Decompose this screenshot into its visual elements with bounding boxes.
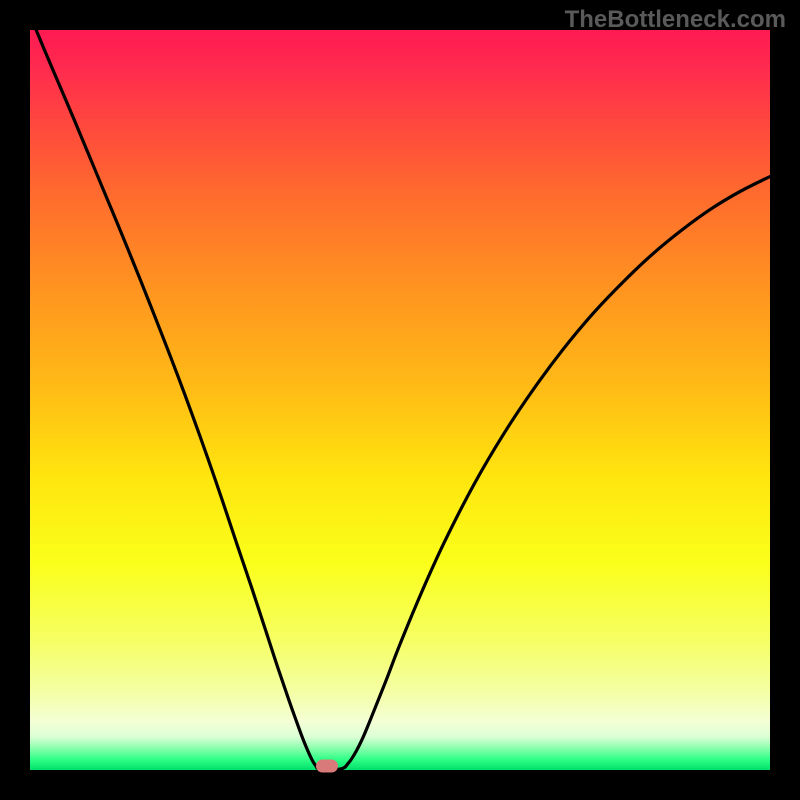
min-marker [316, 759, 338, 772]
curve-layer [30, 30, 770, 770]
stage: TheBottleneck.com [0, 0, 800, 800]
series-bottleneck-curve [30, 30, 770, 769]
plot-area [30, 30, 770, 770]
